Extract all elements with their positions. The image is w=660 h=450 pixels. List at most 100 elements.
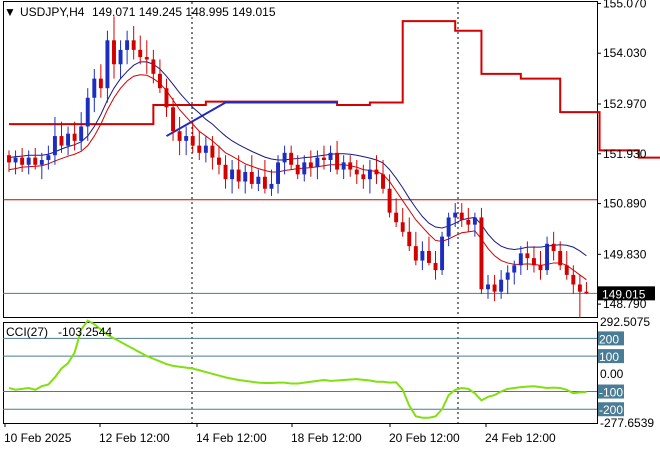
candle[interactable] <box>39 152 44 180</box>
candle[interactable] <box>72 121 77 151</box>
candle[interactable] <box>256 169 261 192</box>
candle[interactable] <box>466 207 471 232</box>
candle[interactable] <box>407 217 412 251</box>
candle[interactable] <box>499 270 504 299</box>
candle-body <box>92 78 97 98</box>
candle[interactable] <box>348 155 353 177</box>
candle[interactable] <box>551 231 556 261</box>
candle[interactable] <box>400 207 405 237</box>
candle[interactable] <box>66 126 71 156</box>
candle[interactable] <box>440 231 445 275</box>
candle[interactable] <box>144 40 149 74</box>
indicator-pane-frame <box>3 322 598 424</box>
candle[interactable] <box>486 274 490 299</box>
candle[interactable] <box>197 131 202 160</box>
candle[interactable] <box>387 174 392 218</box>
candle[interactable] <box>361 164 366 189</box>
candle[interactable] <box>492 274 497 302</box>
candle[interactable] <box>577 274 582 318</box>
candle[interactable] <box>223 155 228 189</box>
candle[interactable] <box>505 265 510 295</box>
candle[interactable] <box>85 88 90 141</box>
candle[interactable] <box>20 148 25 172</box>
candle-body <box>138 49 143 58</box>
candle[interactable] <box>315 150 320 180</box>
candle[interactable] <box>472 212 477 237</box>
candle[interactable] <box>125 30 130 65</box>
candle[interactable] <box>203 136 208 163</box>
candle[interactable] <box>184 126 189 156</box>
candle[interactable] <box>381 160 385 194</box>
candle[interactable] <box>177 116 182 156</box>
candle[interactable] <box>210 136 215 170</box>
candle[interactable] <box>459 203 464 228</box>
candle[interactable] <box>433 250 438 280</box>
candle[interactable] <box>453 203 458 228</box>
candle[interactable] <box>52 116 57 165</box>
candle[interactable] <box>171 97 176 141</box>
candle[interactable] <box>131 25 136 60</box>
candle-body <box>52 136 57 156</box>
symbol-timeframe-label: USDJPY,H4 <box>20 5 85 19</box>
candle[interactable] <box>118 40 123 79</box>
candle[interactable] <box>138 35 143 65</box>
candle-body <box>190 136 195 146</box>
candle[interactable] <box>105 30 110 103</box>
candle[interactable] <box>512 260 517 285</box>
candle[interactable] <box>531 246 536 273</box>
candle[interactable] <box>157 59 162 93</box>
candle[interactable] <box>289 145 294 170</box>
candle[interactable] <box>426 236 431 266</box>
candle[interactable] <box>308 150 313 177</box>
candle[interactable] <box>217 145 221 175</box>
candle[interactable] <box>282 145 287 175</box>
candle[interactable] <box>190 121 195 153</box>
candle[interactable] <box>112 16 116 79</box>
candle[interactable] <box>584 282 589 295</box>
candle[interactable] <box>33 148 38 170</box>
candle[interactable] <box>59 121 64 153</box>
candle[interactable] <box>446 212 451 247</box>
candle[interactable] <box>98 64 103 98</box>
candle[interactable] <box>230 160 235 194</box>
candle[interactable] <box>321 145 326 170</box>
candle-body <box>420 250 425 261</box>
candle[interactable] <box>269 169 274 196</box>
candle-body <box>20 157 25 165</box>
candle[interactable] <box>571 265 576 295</box>
candle[interactable] <box>302 155 307 182</box>
candle[interactable] <box>243 164 248 194</box>
candle[interactable] <box>26 150 31 175</box>
candle[interactable] <box>518 246 523 275</box>
candle[interactable] <box>538 250 543 280</box>
candle[interactable] <box>46 145 51 170</box>
candle[interactable] <box>564 250 569 280</box>
candle[interactable] <box>420 241 425 271</box>
candle[interactable] <box>92 69 97 113</box>
candle[interactable] <box>558 241 563 271</box>
candle[interactable] <box>525 241 530 271</box>
candle[interactable] <box>394 198 399 228</box>
candle[interactable] <box>367 160 372 194</box>
candle[interactable] <box>79 112 84 151</box>
candle[interactable] <box>276 155 281 194</box>
candle[interactable] <box>262 160 267 194</box>
candle[interactable] <box>7 150 11 172</box>
candle[interactable] <box>13 150 18 175</box>
candle[interactable] <box>328 145 333 172</box>
candle-body <box>184 136 189 141</box>
time-axis-label: 14 Feb 12:00 <box>196 431 267 445</box>
candle[interactable] <box>354 160 359 184</box>
candle[interactable] <box>413 231 418 266</box>
candle[interactable] <box>374 155 379 184</box>
candle[interactable] <box>295 155 300 180</box>
candle[interactable] <box>249 155 254 189</box>
candle[interactable] <box>236 155 241 189</box>
candle[interactable] <box>164 78 169 117</box>
candle[interactable] <box>151 49 156 84</box>
candle[interactable] <box>341 155 346 180</box>
candle[interactable] <box>479 207 484 295</box>
candle[interactable] <box>545 236 550 275</box>
candle[interactable] <box>335 140 340 175</box>
